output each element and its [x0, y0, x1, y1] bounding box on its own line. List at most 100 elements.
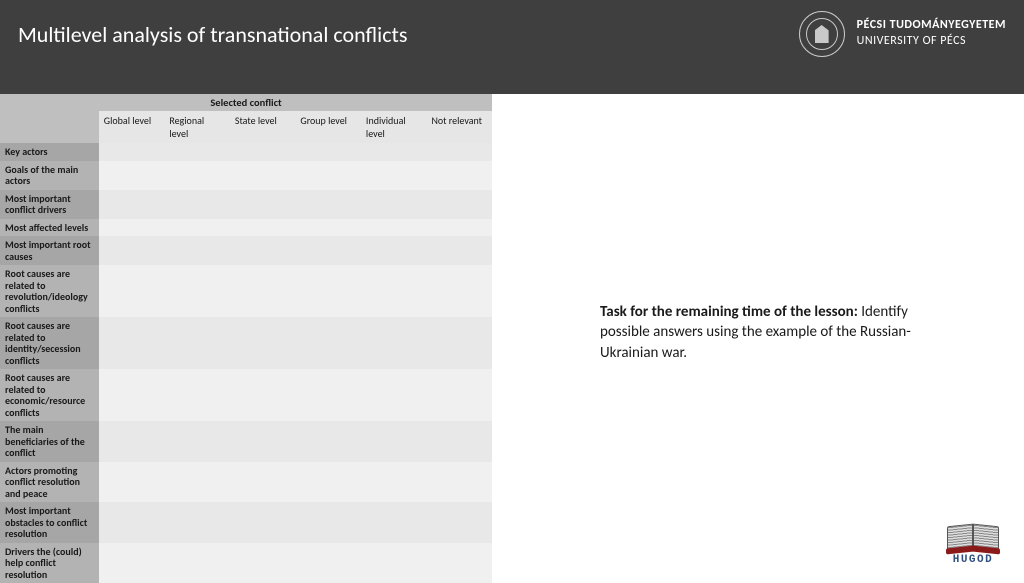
book-icon: [946, 523, 1000, 553]
table-cell: [164, 219, 230, 237]
row-header: Root causes are related to identity/sece…: [0, 317, 99, 369]
table-row: The main beneficiaries of the conflict: [0, 421, 492, 462]
table-corner-cell: [0, 111, 99, 143]
table-cell: [164, 421, 230, 462]
table-cell: [426, 190, 492, 219]
table-cell: [230, 421, 296, 462]
table-cell: [361, 369, 427, 421]
table-caption: Selected conflict: [0, 94, 492, 111]
row-header: Most important root causes: [0, 236, 99, 265]
table-cell: [230, 143, 296, 161]
analysis-table: Selected conflict Global level Regional …: [0, 94, 492, 583]
table-cell: [361, 317, 427, 369]
table-row: Key actors: [0, 143, 492, 161]
table-cell: [295, 265, 361, 317]
table-row: Actors promoting conflict resolution and…: [0, 462, 492, 503]
table-cell: [230, 265, 296, 317]
header-extension: [0, 68, 1024, 94]
table-cell: [361, 543, 427, 583]
table-cell: [295, 421, 361, 462]
table-row: Most affected levels: [0, 219, 492, 237]
col-header: State level: [230, 111, 296, 143]
table-cell: [361, 462, 427, 503]
header-branding: PÉCSI TUDOMÁNYEGYETEM UNIVERSITY OF PÉCS: [799, 11, 1006, 57]
table-cell: [99, 161, 165, 190]
table-header-row: Global level Regional level State level …: [0, 111, 492, 143]
table-cell: [426, 265, 492, 317]
university-name-en: UNIVERSITY OF PÉCS: [857, 34, 1006, 50]
task-text: Task for the remaining time of the lesso…: [600, 302, 930, 363]
row-header: Root causes are related to economic/reso…: [0, 369, 99, 421]
col-header: Not relevant: [426, 111, 492, 143]
table-cell: [99, 219, 165, 237]
table-cell: [361, 161, 427, 190]
row-header: The main beneficiaries of the conflict: [0, 421, 99, 462]
table-cell: [230, 462, 296, 503]
table-cell: [426, 236, 492, 265]
table-cell: [361, 265, 427, 317]
logo-text: HUGOD: [953, 554, 994, 566]
table-cell: [230, 161, 296, 190]
table-row: Most important conflict drivers: [0, 190, 492, 219]
content-area: Selected conflict Global level Regional …: [0, 68, 1024, 576]
university-seal-icon: [799, 11, 845, 57]
row-header: Goals of the main actors: [0, 161, 99, 190]
table-cell: [164, 236, 230, 265]
table-cell: [295, 190, 361, 219]
table-cell: [99, 543, 165, 583]
table-cell: [164, 317, 230, 369]
col-header: Individual level: [361, 111, 427, 143]
table-cell: [164, 369, 230, 421]
table-row: Drivers the (could) help conflict resolu…: [0, 543, 492, 583]
table-row: Root causes are related to identity/sece…: [0, 317, 492, 369]
table-cell: [426, 543, 492, 583]
table-cell: [164, 143, 230, 161]
table-cell: [99, 143, 165, 161]
table-cell: [164, 190, 230, 219]
table-cell: [426, 143, 492, 161]
table-cell: [295, 143, 361, 161]
table-cell: [99, 190, 165, 219]
table-cell: [361, 219, 427, 237]
table-row: Root causes are related to revolution/id…: [0, 265, 492, 317]
table-cell: [426, 369, 492, 421]
university-name: PÉCSI TUDOMÁNYEGYETEM UNIVERSITY OF PÉCS: [857, 18, 1006, 49]
col-header: Global level: [99, 111, 165, 143]
table-row: Most important obstacles to conflict res…: [0, 502, 492, 543]
table-caption-row: Selected conflict: [0, 94, 492, 111]
table-cell: [99, 317, 165, 369]
footer-logo: HUGOD: [946, 523, 1000, 566]
table-cell: [230, 317, 296, 369]
table-cell: [230, 190, 296, 219]
table-cell: [295, 161, 361, 190]
table-cell: [99, 462, 165, 503]
table-cell: [426, 317, 492, 369]
row-header: Most affected levels: [0, 219, 99, 237]
university-name-hu: PÉCSI TUDOMÁNYEGYETEM: [857, 18, 1006, 34]
row-header: Drivers the (could) help conflict resolu…: [0, 543, 99, 583]
table-cell: [164, 265, 230, 317]
header-bar: Multilevel analysis of transnational con…: [0, 0, 1024, 68]
table-cell: [230, 502, 296, 543]
row-header: Key actors: [0, 143, 99, 161]
table-cell: [361, 143, 427, 161]
table-cell: [99, 369, 165, 421]
table-row: Goals of the main actors: [0, 161, 492, 190]
table-cell: [361, 190, 427, 219]
table-cell: [295, 369, 361, 421]
row-header: Most important obstacles to conflict res…: [0, 502, 99, 543]
table-cell: [295, 543, 361, 583]
table-cell: [164, 502, 230, 543]
page-title: Multilevel analysis of transnational con…: [18, 21, 408, 48]
table-cell: [230, 369, 296, 421]
table-row: Most important root causes: [0, 236, 492, 265]
table-cell: [295, 219, 361, 237]
table-cell: [426, 502, 492, 543]
table-cell: [99, 236, 165, 265]
task-title: Task for the remaining time of the lesso…: [600, 303, 858, 321]
table-cell: [164, 161, 230, 190]
table-cell: [295, 317, 361, 369]
table-cell: [295, 236, 361, 265]
table-cell: [361, 502, 427, 543]
table-cell: [426, 462, 492, 503]
